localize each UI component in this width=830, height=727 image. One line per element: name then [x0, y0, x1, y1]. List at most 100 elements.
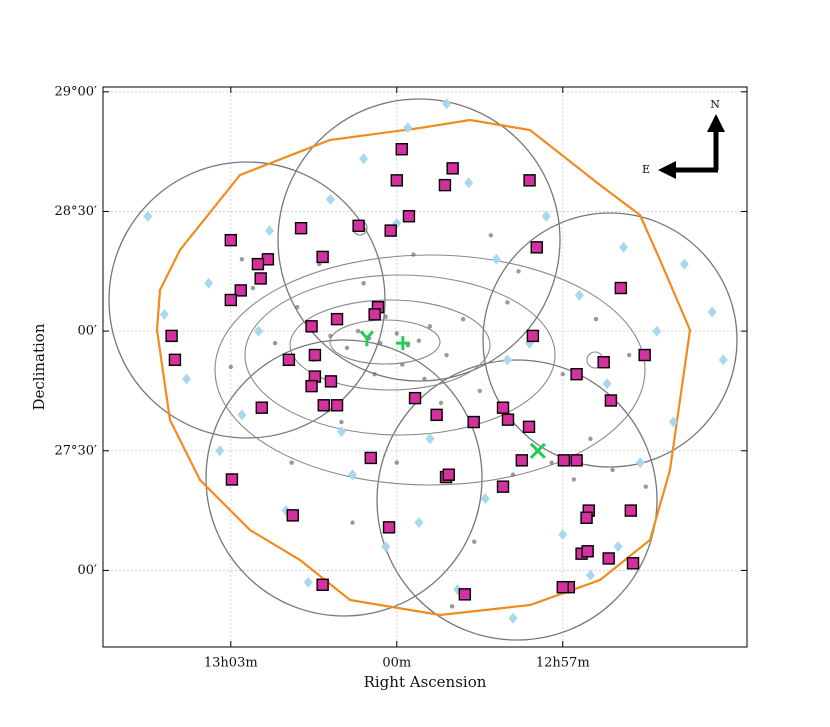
source-square [165, 329, 178, 343]
source-dot [250, 285, 256, 291]
source-diamond [204, 277, 214, 289]
source-square [496, 480, 510, 493]
source-dot [377, 340, 383, 346]
source-dot [571, 477, 577, 482]
source-square [408, 391, 422, 405]
source-diamond [414, 517, 424, 529]
contour [214, 254, 646, 486]
source-square [467, 415, 480, 429]
source-square [430, 408, 443, 422]
x-axis-label: Right Ascension [364, 673, 487, 691]
source-diamond [215, 445, 225, 457]
source-diamond [159, 308, 169, 320]
source-diamond [464, 177, 474, 189]
source-dot [400, 362, 405, 367]
source-square [168, 353, 182, 367]
source-dot [355, 328, 361, 334]
compass: N E [642, 98, 725, 179]
target-marker [359, 330, 375, 347]
source-square [390, 174, 403, 187]
source-square [282, 353, 296, 367]
footprint [376, 359, 658, 641]
footprint [108, 161, 386, 439]
source-dot [394, 331, 399, 336]
compass-arrow [707, 114, 725, 132]
source-dot [593, 316, 599, 322]
source-dot [411, 252, 416, 257]
source-square [224, 233, 238, 247]
source-square [580, 511, 593, 524]
y-tick-label: 27°30′ [54, 443, 97, 458]
target-marker [395, 336, 410, 351]
plot-frame [102, 86, 748, 648]
source-dot [643, 484, 648, 489]
source-square [316, 250, 329, 264]
source-square [515, 454, 529, 467]
source-square [317, 399, 330, 412]
source-dot [516, 269, 521, 274]
source-diamond [541, 210, 551, 222]
source-diamond [613, 540, 623, 552]
source-square [255, 401, 268, 414]
source-diamond [303, 576, 313, 588]
source-diamond [359, 153, 369, 165]
source-dot [239, 257, 245, 262]
footprint [277, 98, 561, 382]
source-square [570, 367, 583, 381]
source-dot [626, 352, 632, 358]
source-square [294, 221, 308, 235]
coverage-boundary [155, 118, 692, 617]
source-square [526, 329, 540, 343]
source-dot [444, 352, 449, 358]
y-tick-label: 29°00′ [54, 84, 97, 99]
source-square [581, 545, 594, 558]
source-square [523, 174, 536, 187]
source-dot [289, 460, 294, 465]
y-tick-label: 00′ [78, 324, 98, 339]
source-square [352, 219, 365, 233]
footprints [108, 98, 738, 641]
source-diamond [325, 193, 335, 205]
source-dot [510, 472, 516, 477]
source-diamond [635, 457, 645, 469]
source-square [402, 210, 416, 223]
source-square [305, 379, 318, 393]
source-square [234, 284, 247, 297]
source-dot [344, 345, 350, 351]
source-dot [416, 338, 422, 343]
source-dot [339, 419, 344, 425]
source-diamond [652, 325, 662, 337]
source-dot [588, 436, 593, 441]
contour [244, 274, 556, 436]
source-square [384, 224, 397, 237]
source-diamond [707, 306, 717, 318]
source-dot [350, 520, 355, 525]
source-dot [427, 324, 433, 329]
source-dot [488, 233, 494, 238]
x-tick-label: 00m [382, 656, 411, 671]
source-dot [505, 300, 510, 305]
source-square [614, 281, 628, 295]
source-square [638, 348, 651, 362]
footprint [205, 339, 483, 617]
source-dot [383, 314, 388, 319]
source-dot [272, 340, 278, 346]
source-square [626, 557, 640, 570]
source-square [522, 420, 536, 434]
y-axis-label: Declination [30, 323, 48, 410]
source-diamond [619, 241, 629, 253]
source-square [224, 293, 238, 307]
contour [289, 299, 491, 391]
source-square [570, 454, 583, 467]
target-marker [529, 442, 546, 459]
source-diamond [425, 433, 435, 445]
source-dot [549, 460, 554, 465]
source-diamond [348, 469, 358, 481]
source-square [530, 241, 543, 254]
source-square [225, 473, 239, 486]
source-square [308, 348, 322, 362]
source-diamond [718, 354, 728, 366]
source-dot [438, 400, 444, 406]
source-square [496, 401, 510, 414]
